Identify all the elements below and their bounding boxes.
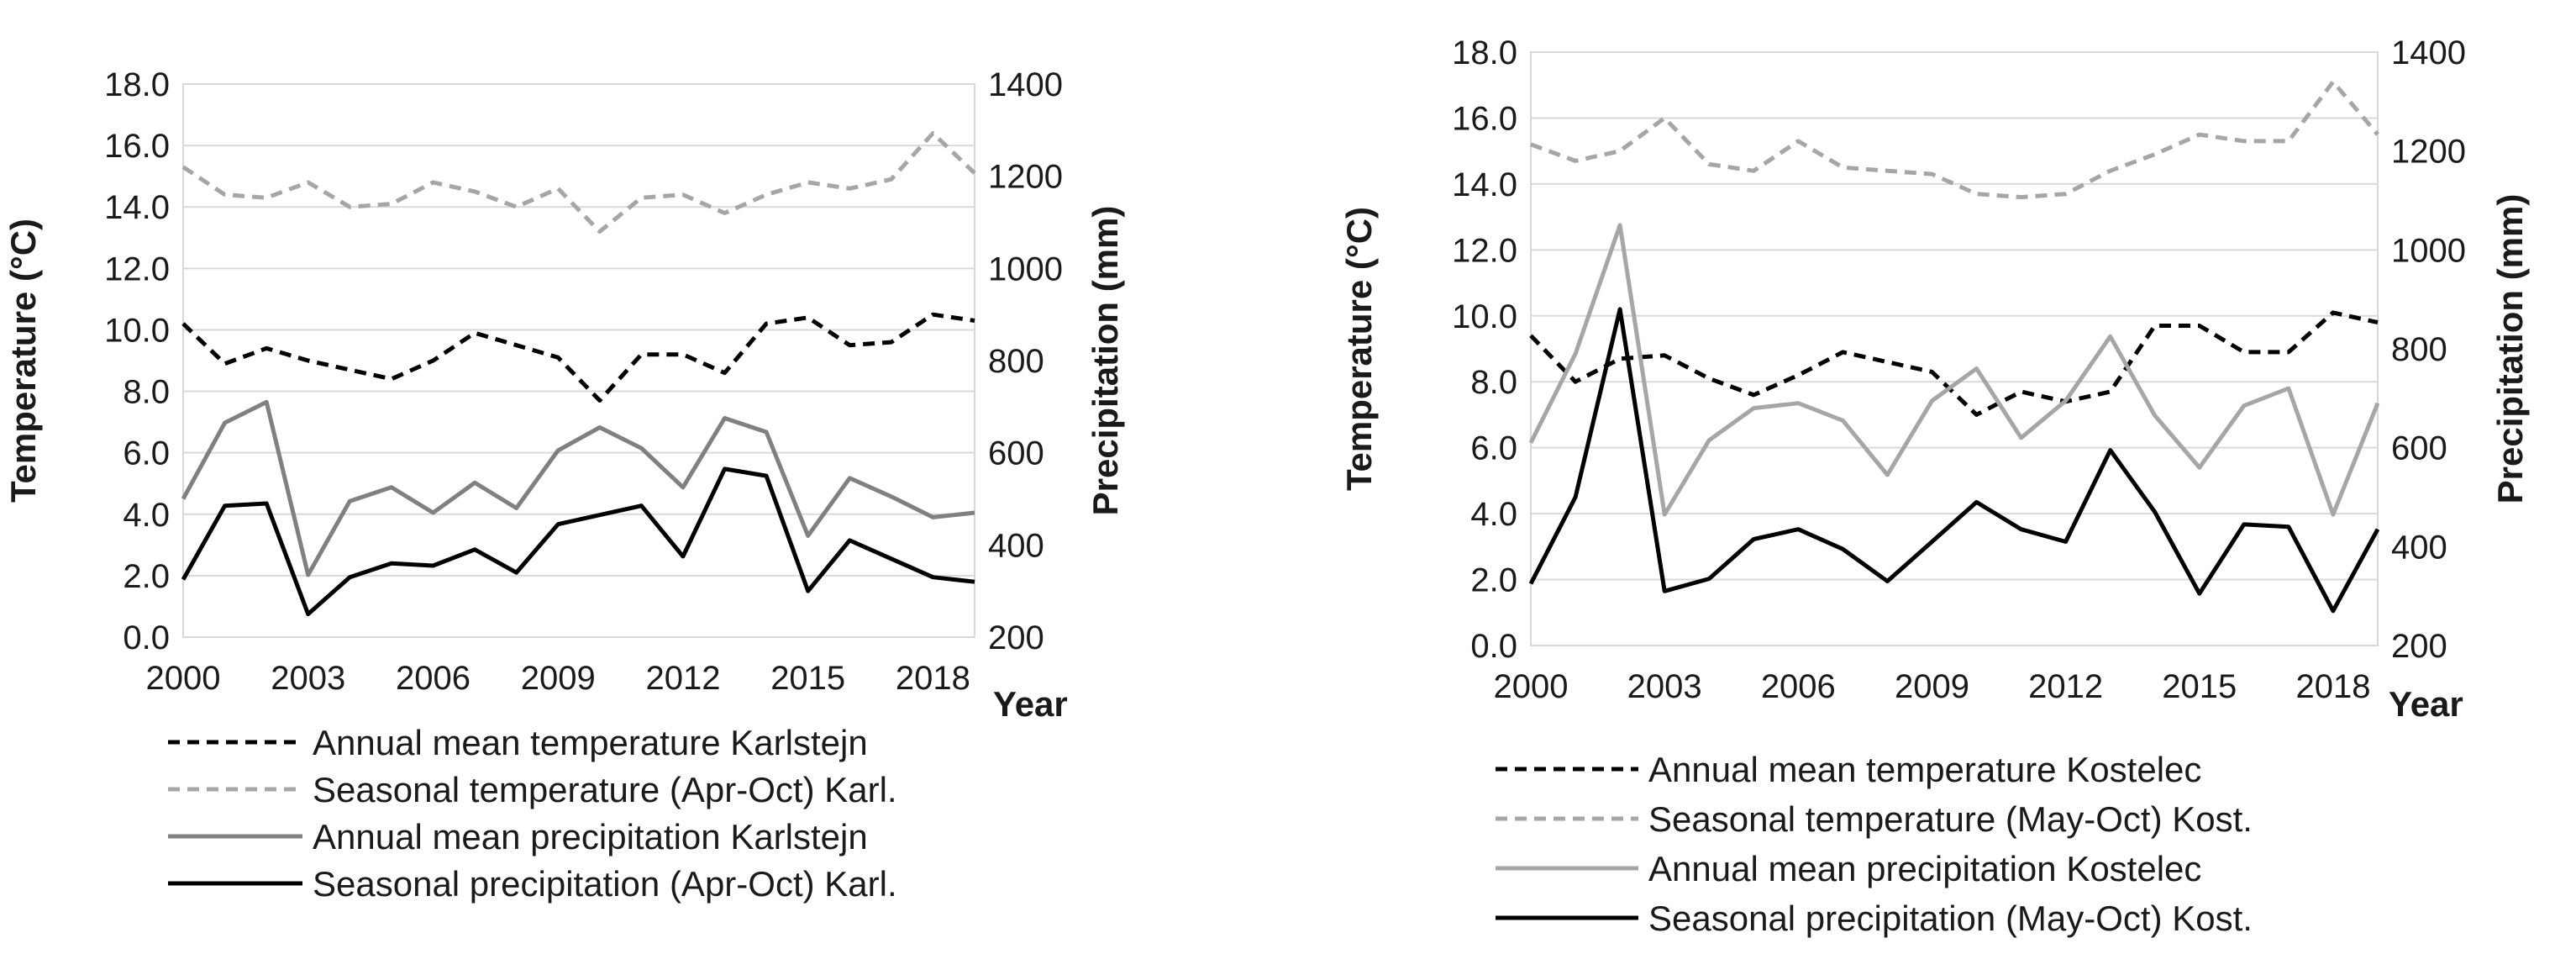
karl-series-line-3: [181, 399, 975, 577]
kost-y2-tick-label: 200: [2391, 628, 2447, 665]
kost-y2-tick-label: 400: [2391, 529, 2447, 566]
kost-y-tick-label: 16.0: [1452, 100, 1517, 137]
kost-y-axis-title: Temperature (°C): [1339, 207, 1379, 491]
karl-y2-axis-title: Precipitation (mm): [1086, 206, 1125, 516]
kost-y-tick-label: 18.0: [1452, 34, 1517, 71]
karl-x-tick-label: 2000: [146, 660, 221, 697]
karl-series-line-4: [181, 466, 975, 617]
kost-y2-tick-label: 1000: [2391, 232, 2466, 269]
karl-y-tick-label: 0.0: [123, 619, 170, 656]
kost-legend-label-1: Annual mean temperature Kostelec: [1648, 750, 2201, 789]
karl-legend-label-3: Annual mean precipitation Karlstejn: [313, 817, 868, 856]
kost-series-line-2: [1530, 79, 2379, 200]
karl-y-tick-label: 18.0: [104, 66, 170, 103]
karl-y-tick-label: 12.0: [104, 250, 170, 287]
karlstejn-chart: 0.0 2.0 4.0 6.0 8.0 10.0 12.0 14.0 16.0 18.0 200 40…: [3, 66, 1125, 904]
karl-x-tick-label: 2009: [521, 660, 596, 697]
kostelec-chart: 0.0 2.0 4.0 6.0 8.0 10.0 12.0 14.0 16.0 18.0 200 40…: [1339, 34, 2530, 938]
kost-legend-label-3: Annual mean precipitation Kostelec: [1648, 849, 2201, 888]
karl-y2-tick-label: 1400: [988, 66, 1063, 103]
karl-series-line-1: [181, 312, 975, 403]
kost-x-tick-label: 2018: [2295, 668, 2370, 705]
kost-series-line-3: [1528, 223, 2380, 517]
karl-x-tick-label: 2003: [271, 660, 345, 697]
karl-legend-label-4: Seasonal precipitation (Apr-Oct) Karl.: [313, 864, 897, 904]
karl-y2-tick-label: 800: [988, 343, 1044, 380]
karl-series-line-2: [181, 131, 976, 234]
kost-y2-tick-label: 800: [2391, 331, 2447, 368]
karl-y2-tick-label: 600: [988, 435, 1044, 472]
karl-y2-tick-label: 1200: [988, 159, 1063, 196]
karl-y-axis-title: Temperature (°C): [3, 219, 43, 503]
karl-y-tick-label: 16.0: [104, 128, 170, 165]
karl-y2-tick-label: 200: [988, 619, 1044, 656]
kost-x-tick-label: 2015: [2162, 668, 2237, 705]
karl-x-tick-label: 2006: [396, 660, 471, 697]
kost-y2-tick-label: 600: [2391, 430, 2447, 467]
karl-y-tick-label: 4.0: [123, 497, 170, 534]
kost-y2-tick-label: 1400: [2391, 34, 2466, 71]
kost-series-line-1: [1529, 310, 2379, 417]
karl-y-tick-label: 2.0: [123, 558, 170, 595]
kost-x-tick-label: 2009: [1895, 668, 1969, 705]
karl-x-tick-label: 2012: [645, 660, 720, 697]
kost-y-tick-label: 8.0: [1470, 364, 1517, 401]
kost-x-tick-label: 2006: [1761, 668, 1836, 705]
karl-y2-tick-label: 1000: [988, 250, 1063, 287]
karl-y-tick-label: 14.0: [104, 189, 170, 226]
kost-y-tick-label: 12.0: [1452, 232, 1517, 269]
kost-y-tick-label: 14.0: [1452, 166, 1517, 203]
kost-x-tick-label: 2000: [1494, 668, 1569, 705]
karl-y2-tick-label: 400: [988, 527, 1044, 564]
karl-y-tick-label: 10.0: [104, 312, 170, 349]
kost-y-tick-label: 0.0: [1470, 628, 1517, 665]
karl-x-axis-title: Year: [993, 684, 1068, 724]
kost-y-tick-label: 4.0: [1470, 496, 1517, 533]
kost-y-tick-label: 6.0: [1470, 430, 1517, 467]
kost-series-line-4: [1528, 307, 2380, 614]
kost-legend-label-4: Seasonal precipitation (May-Oct) Kost.: [1648, 899, 2253, 938]
kost-y2-tick-label: 1200: [2391, 134, 2466, 171]
kost-x-axis-title: Year: [2389, 684, 2463, 724]
kost-x-tick-label: 2012: [2028, 668, 2103, 705]
karl-y-tick-label: 8.0: [123, 374, 170, 411]
kost-y-tick-label: 2.0: [1470, 562, 1517, 599]
karl-legend-label-2: Seasonal temperature (Apr-Oct) Karl.: [313, 770, 897, 809]
kost-y-tick-label: 10.0: [1452, 298, 1517, 335]
karl-x-tick-label: 2015: [770, 660, 845, 697]
kost-y2-axis-title: Precipitation (mm): [2490, 194, 2530, 504]
kost-x-tick-label: 2003: [1627, 668, 1702, 705]
karl-legend-label-1: Annual mean temperature Karlstejn: [313, 723, 868, 762]
karl-y-tick-label: 6.0: [123, 435, 170, 472]
karl-x-tick-label: 2018: [896, 660, 970, 697]
kost-legend-label-2: Seasonal temperature (May-Oct) Kost.: [1648, 799, 2253, 839]
